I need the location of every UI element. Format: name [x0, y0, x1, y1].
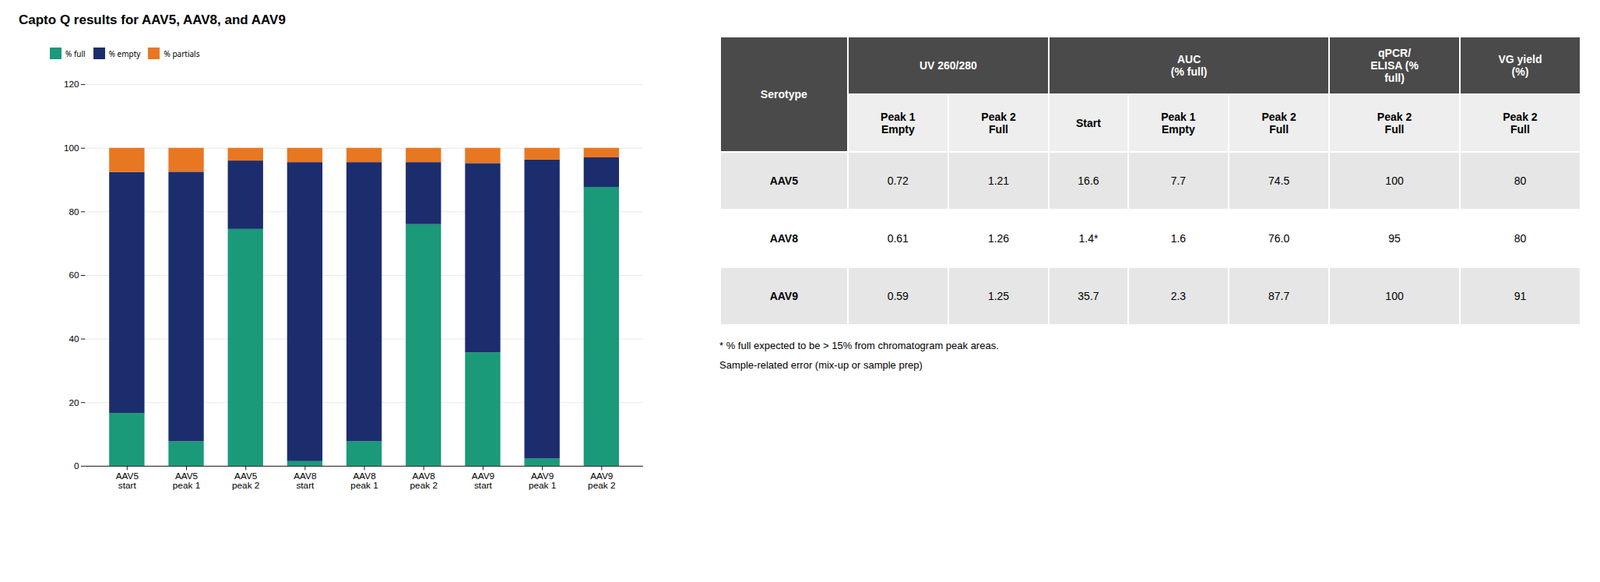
- html-text:UV 260/280: UV 260/280: [919, 59, 978, 72]
- svg-text:AAV8peak 2: AAV8peak 2: [410, 470, 438, 490]
- svg-text:120: 120: [63, 78, 80, 89]
- svg-text:AAV9peak 1: AAV9peak 1: [528, 470, 556, 490]
- html-text:AAV9: AAV9: [769, 289, 799, 303]
- html-text:16.6: 16.6: [1077, 174, 1100, 187]
- html-text:2.3: 2.3: [1170, 289, 1186, 303]
- html-text:Peak 2 Full: Peak 2 Full: [981, 110, 1016, 136]
- html-text:Peak 2 Full: Peak 2 Full: [1261, 110, 1297, 136]
- html-text:% full: % full: [65, 47, 86, 59]
- html-text:Peak 1 Empty: Peak 1 Empty: [880, 110, 916, 136]
- html-text:AAV8: AAV8: [769, 232, 799, 245]
- html-text:91: 91: [1514, 289, 1527, 303]
- html-text:VG yield (%): VG yield (%): [1498, 52, 1542, 78]
- html-text:Capto Q results for AAV5, AAV8: Capto Q results for AAV5, AAV8, and AAV9: [18, 12, 286, 28]
- html-text:80: 80: [1514, 232, 1527, 245]
- html-text:87.7: 87.7: [1268, 289, 1290, 303]
- svg-text:60: 60: [69, 269, 81, 280]
- html-text:1.26: 1.26: [987, 232, 1010, 245]
- svg-text:80: 80: [69, 206, 81, 217]
- html-text:0.72: 0.72: [887, 174, 909, 187]
- html-text:0.59: 0.59: [887, 289, 909, 303]
- svg-text:AAV8peak 1: AAV8peak 1: [350, 470, 378, 490]
- html-text:1.6: 1.6: [1170, 232, 1186, 245]
- html-text:7.7: 7.7: [1170, 174, 1186, 187]
- svg-text:AAV5peak 2: AAV5peak 2: [232, 470, 260, 490]
- html-text:1.21: 1.21: [987, 174, 1010, 187]
- html-text:0.61: 0.61: [887, 232, 909, 245]
- svg-text:40: 40: [69, 333, 81, 344]
- html-text:AAV5: AAV5: [769, 174, 799, 187]
- html-text:* % full expected to be > 15%: * % full expected to be > 15% from chrom…: [719, 339, 999, 352]
- svg-text:AAV5start: AAV5start: [116, 470, 140, 490]
- html-text:100: 100: [1385, 289, 1404, 303]
- html-text:Sample-related error (mix-up o: Sample-related error (mix-up or sample p…: [719, 358, 923, 371]
- svg-text:AAV9peak 2: AAV9peak 2: [587, 470, 616, 490]
- html-text:95: 95: [1388, 232, 1401, 245]
- html-text:1.4*: 1.4*: [1078, 232, 1099, 245]
- html-text:80: 80: [1514, 174, 1527, 187]
- html-text:35.7: 35.7: [1077, 289, 1100, 303]
- html-text:% partials: % partials: [163, 47, 200, 59]
- svg-text:AAV5peak 1: AAV5peak 1: [172, 470, 201, 490]
- html-text:Start: Start: [1076, 116, 1101, 130]
- html-text:qPCR/ ELISA (% full): qPCR/ ELISA (% full): [1370, 46, 1419, 85]
- svg-text:100: 100: [63, 142, 80, 153]
- html-text:Serotype: Serotype: [760, 87, 808, 101]
- svg-text:0: 0: [73, 460, 80, 471]
- html-text:Peak 1 Empty: Peak 1 Empty: [1161, 110, 1196, 136]
- html-text:76.0: 76.0: [1268, 232, 1290, 245]
- html-text:Peak 2 Full: Peak 2 Full: [1502, 110, 1538, 136]
- svg-text:AAV8start: AAV8start: [293, 470, 317, 490]
- html-text:Peak 2 Full: Peak 2 Full: [1377, 110, 1412, 136]
- html-text:1.25: 1.25: [987, 289, 1010, 303]
- html-text:100: 100: [1385, 174, 1404, 187]
- html-text:74.5: 74.5: [1268, 174, 1290, 187]
- html-text:AUC (% full): AUC (% full): [1170, 52, 1208, 78]
- svg-text:AAV9start: AAV9start: [471, 470, 495, 490]
- html-text:% empty: % empty: [108, 47, 141, 59]
- svg-text:20: 20: [69, 397, 81, 408]
